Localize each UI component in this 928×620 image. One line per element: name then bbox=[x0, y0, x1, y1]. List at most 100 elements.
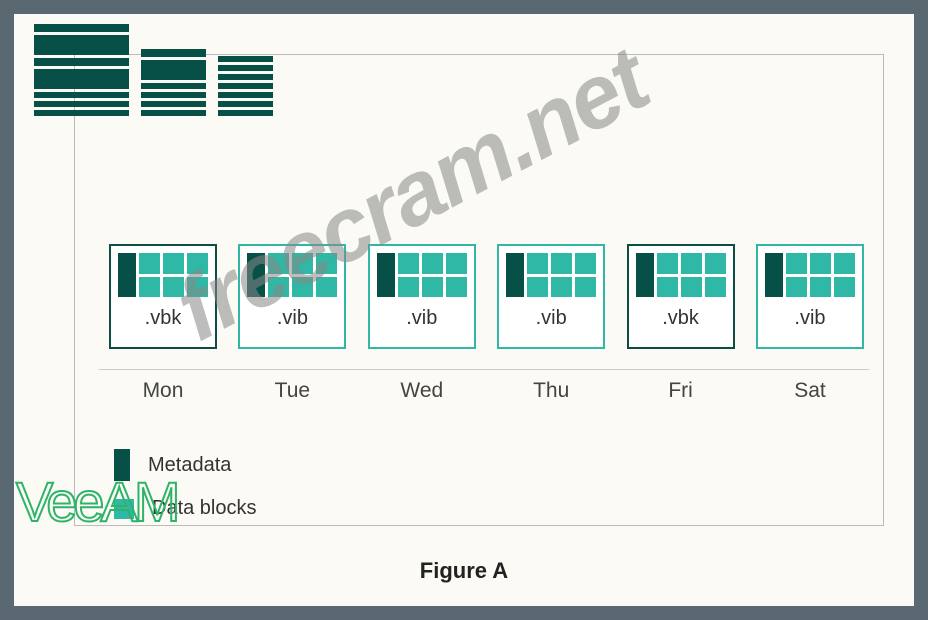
metadata-block bbox=[377, 253, 395, 297]
storage-bar bbox=[34, 92, 129, 98]
data-cell bbox=[187, 277, 208, 298]
data-grid bbox=[268, 253, 337, 297]
backup-box-vib: .vib bbox=[238, 244, 346, 349]
day-label: Fri bbox=[627, 379, 735, 403]
data-cell bbox=[657, 253, 678, 274]
metadata-block bbox=[247, 253, 265, 297]
backup-box-vib: .vib bbox=[368, 244, 476, 349]
storage-bar bbox=[141, 110, 206, 116]
data-grid bbox=[657, 253, 726, 297]
data-cell bbox=[551, 277, 572, 298]
data-cell bbox=[187, 253, 208, 274]
data-cell bbox=[139, 277, 160, 298]
backup-column: .vib bbox=[756, 244, 864, 349]
block-group bbox=[247, 253, 337, 297]
storage-bar bbox=[141, 101, 206, 107]
data-cell bbox=[292, 277, 313, 298]
data-grid bbox=[786, 253, 855, 297]
block-group bbox=[765, 253, 855, 297]
metadata-block bbox=[636, 253, 654, 297]
data-cell bbox=[810, 277, 831, 298]
metadata-block bbox=[506, 253, 524, 297]
data-cell bbox=[446, 277, 467, 298]
block-group bbox=[636, 253, 726, 297]
data-cell bbox=[657, 277, 678, 298]
storage-bar bbox=[34, 58, 129, 66]
backup-extension: .vbk bbox=[118, 307, 208, 330]
storage-bar bbox=[34, 69, 129, 89]
backup-box-vbk: .vbk bbox=[627, 244, 735, 349]
data-grid bbox=[527, 253, 596, 297]
storage-bar bbox=[218, 101, 273, 107]
datablock-swatch bbox=[114, 499, 134, 519]
data-cell bbox=[316, 253, 337, 274]
data-cell bbox=[810, 253, 831, 274]
storage-bar bbox=[141, 83, 206, 89]
data-grid bbox=[398, 253, 467, 297]
legend-datablocks: Data blocks bbox=[114, 497, 257, 520]
day-label: Wed bbox=[368, 379, 476, 403]
backup-extension: .vib bbox=[765, 307, 855, 330]
data-cell bbox=[681, 253, 702, 274]
day-label: Mon bbox=[109, 379, 217, 403]
data-cell bbox=[292, 253, 313, 274]
data-cell bbox=[163, 277, 184, 298]
storage-bar bbox=[34, 101, 129, 107]
figure-caption: Figure A bbox=[14, 558, 914, 584]
data-cell bbox=[575, 253, 596, 274]
storage-stacks bbox=[34, 24, 273, 116]
separator-line bbox=[99, 369, 869, 370]
storage-bar bbox=[218, 83, 273, 89]
backup-row: .vbk .vib .vib .vib .vbk .vib bbox=[109, 244, 864, 349]
storage-bar bbox=[218, 74, 273, 80]
backup-column: .vbk bbox=[627, 244, 735, 349]
storage-bar bbox=[218, 56, 273, 62]
storage-bar bbox=[34, 35, 129, 55]
legend-metadata-label: Metadata bbox=[148, 454, 231, 477]
legend-metadata: Metadata bbox=[114, 449, 257, 481]
storage-bar bbox=[141, 49, 206, 57]
storage-bar bbox=[218, 92, 273, 98]
data-cell bbox=[834, 253, 855, 274]
legend: Metadata Data blocks bbox=[114, 449, 257, 520]
data-grid bbox=[139, 253, 208, 297]
data-cell bbox=[681, 277, 702, 298]
data-cell bbox=[163, 253, 184, 274]
storage-stack bbox=[218, 56, 273, 116]
metadata-block bbox=[765, 253, 783, 297]
backup-column: .vib bbox=[368, 244, 476, 349]
backup-box-vib: .vib bbox=[756, 244, 864, 349]
metadata-block bbox=[118, 253, 136, 297]
diagram-frame: .vbk.vib.vib.vib.vbk.vib MonTueWedThuFri… bbox=[14, 14, 914, 606]
block-group bbox=[506, 253, 596, 297]
data-cell bbox=[398, 253, 419, 274]
storage-bar bbox=[34, 24, 129, 32]
data-cell bbox=[575, 277, 596, 298]
data-cell bbox=[422, 253, 443, 274]
legend-datablocks-label: Data blocks bbox=[152, 497, 257, 520]
data-cell bbox=[834, 277, 855, 298]
block-group bbox=[377, 253, 467, 297]
data-cell bbox=[268, 277, 289, 298]
backup-column: .vib bbox=[497, 244, 605, 349]
backup-extension: .vib bbox=[506, 307, 596, 330]
data-cell bbox=[268, 253, 289, 274]
storage-bar bbox=[34, 110, 129, 116]
backup-column: .vbk bbox=[109, 244, 217, 349]
data-cell bbox=[316, 277, 337, 298]
storage-stack bbox=[141, 49, 206, 116]
backup-extension: .vib bbox=[247, 307, 337, 330]
data-cell bbox=[139, 253, 160, 274]
storage-bar bbox=[218, 65, 273, 71]
data-cell bbox=[786, 253, 807, 274]
storage-bar bbox=[141, 92, 206, 98]
data-cell bbox=[705, 253, 726, 274]
storage-bar bbox=[218, 110, 273, 116]
data-cell bbox=[786, 277, 807, 298]
day-label: Tue bbox=[238, 379, 346, 403]
data-cell bbox=[551, 253, 572, 274]
storage-bar bbox=[141, 60, 206, 80]
data-cell bbox=[398, 277, 419, 298]
data-cell bbox=[446, 253, 467, 274]
day-label: Sat bbox=[756, 379, 864, 403]
